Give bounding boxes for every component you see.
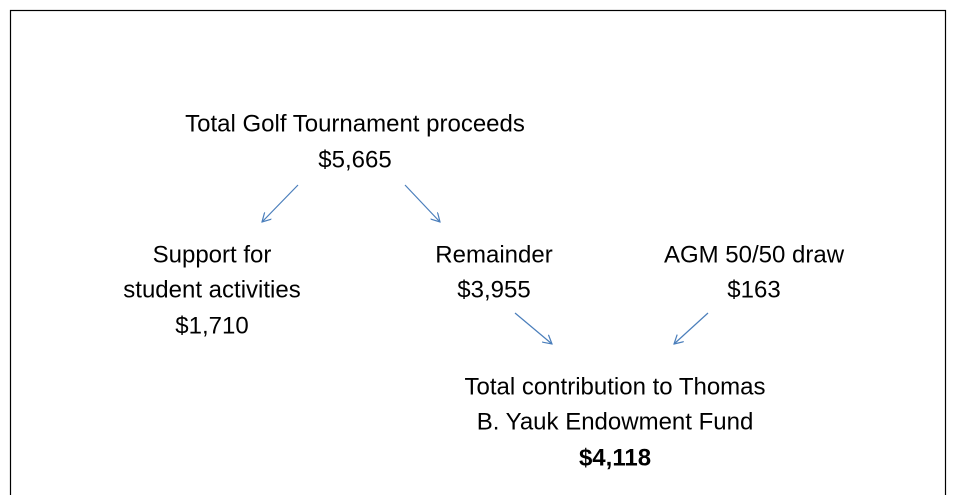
node-amount: $163 — [727, 276, 780, 303]
frame — [9, 9, 947, 495]
arrow — [674, 312, 709, 344]
node-amount: $5,665 — [318, 146, 391, 173]
arrow — [404, 184, 440, 222]
node-label: AGM 50/50 draw — [664, 241, 845, 268]
node-amount: $1,710 — [175, 312, 248, 339]
node-label: Total contribution to Thomas — [464, 373, 765, 400]
node-label: Support for — [153, 241, 272, 268]
node-label: B. Yauk Endowment Fund — [477, 408, 754, 435]
node-label: Total Golf Tournament proceeds — [185, 110, 525, 137]
node-amount: $4,118 — [579, 444, 651, 471]
arrow — [514, 312, 552, 344]
node-label: student activities — [123, 276, 300, 303]
arrow — [262, 184, 299, 222]
node-amount: $3,955 — [457, 276, 530, 303]
node-label: Remainder — [435, 241, 552, 268]
